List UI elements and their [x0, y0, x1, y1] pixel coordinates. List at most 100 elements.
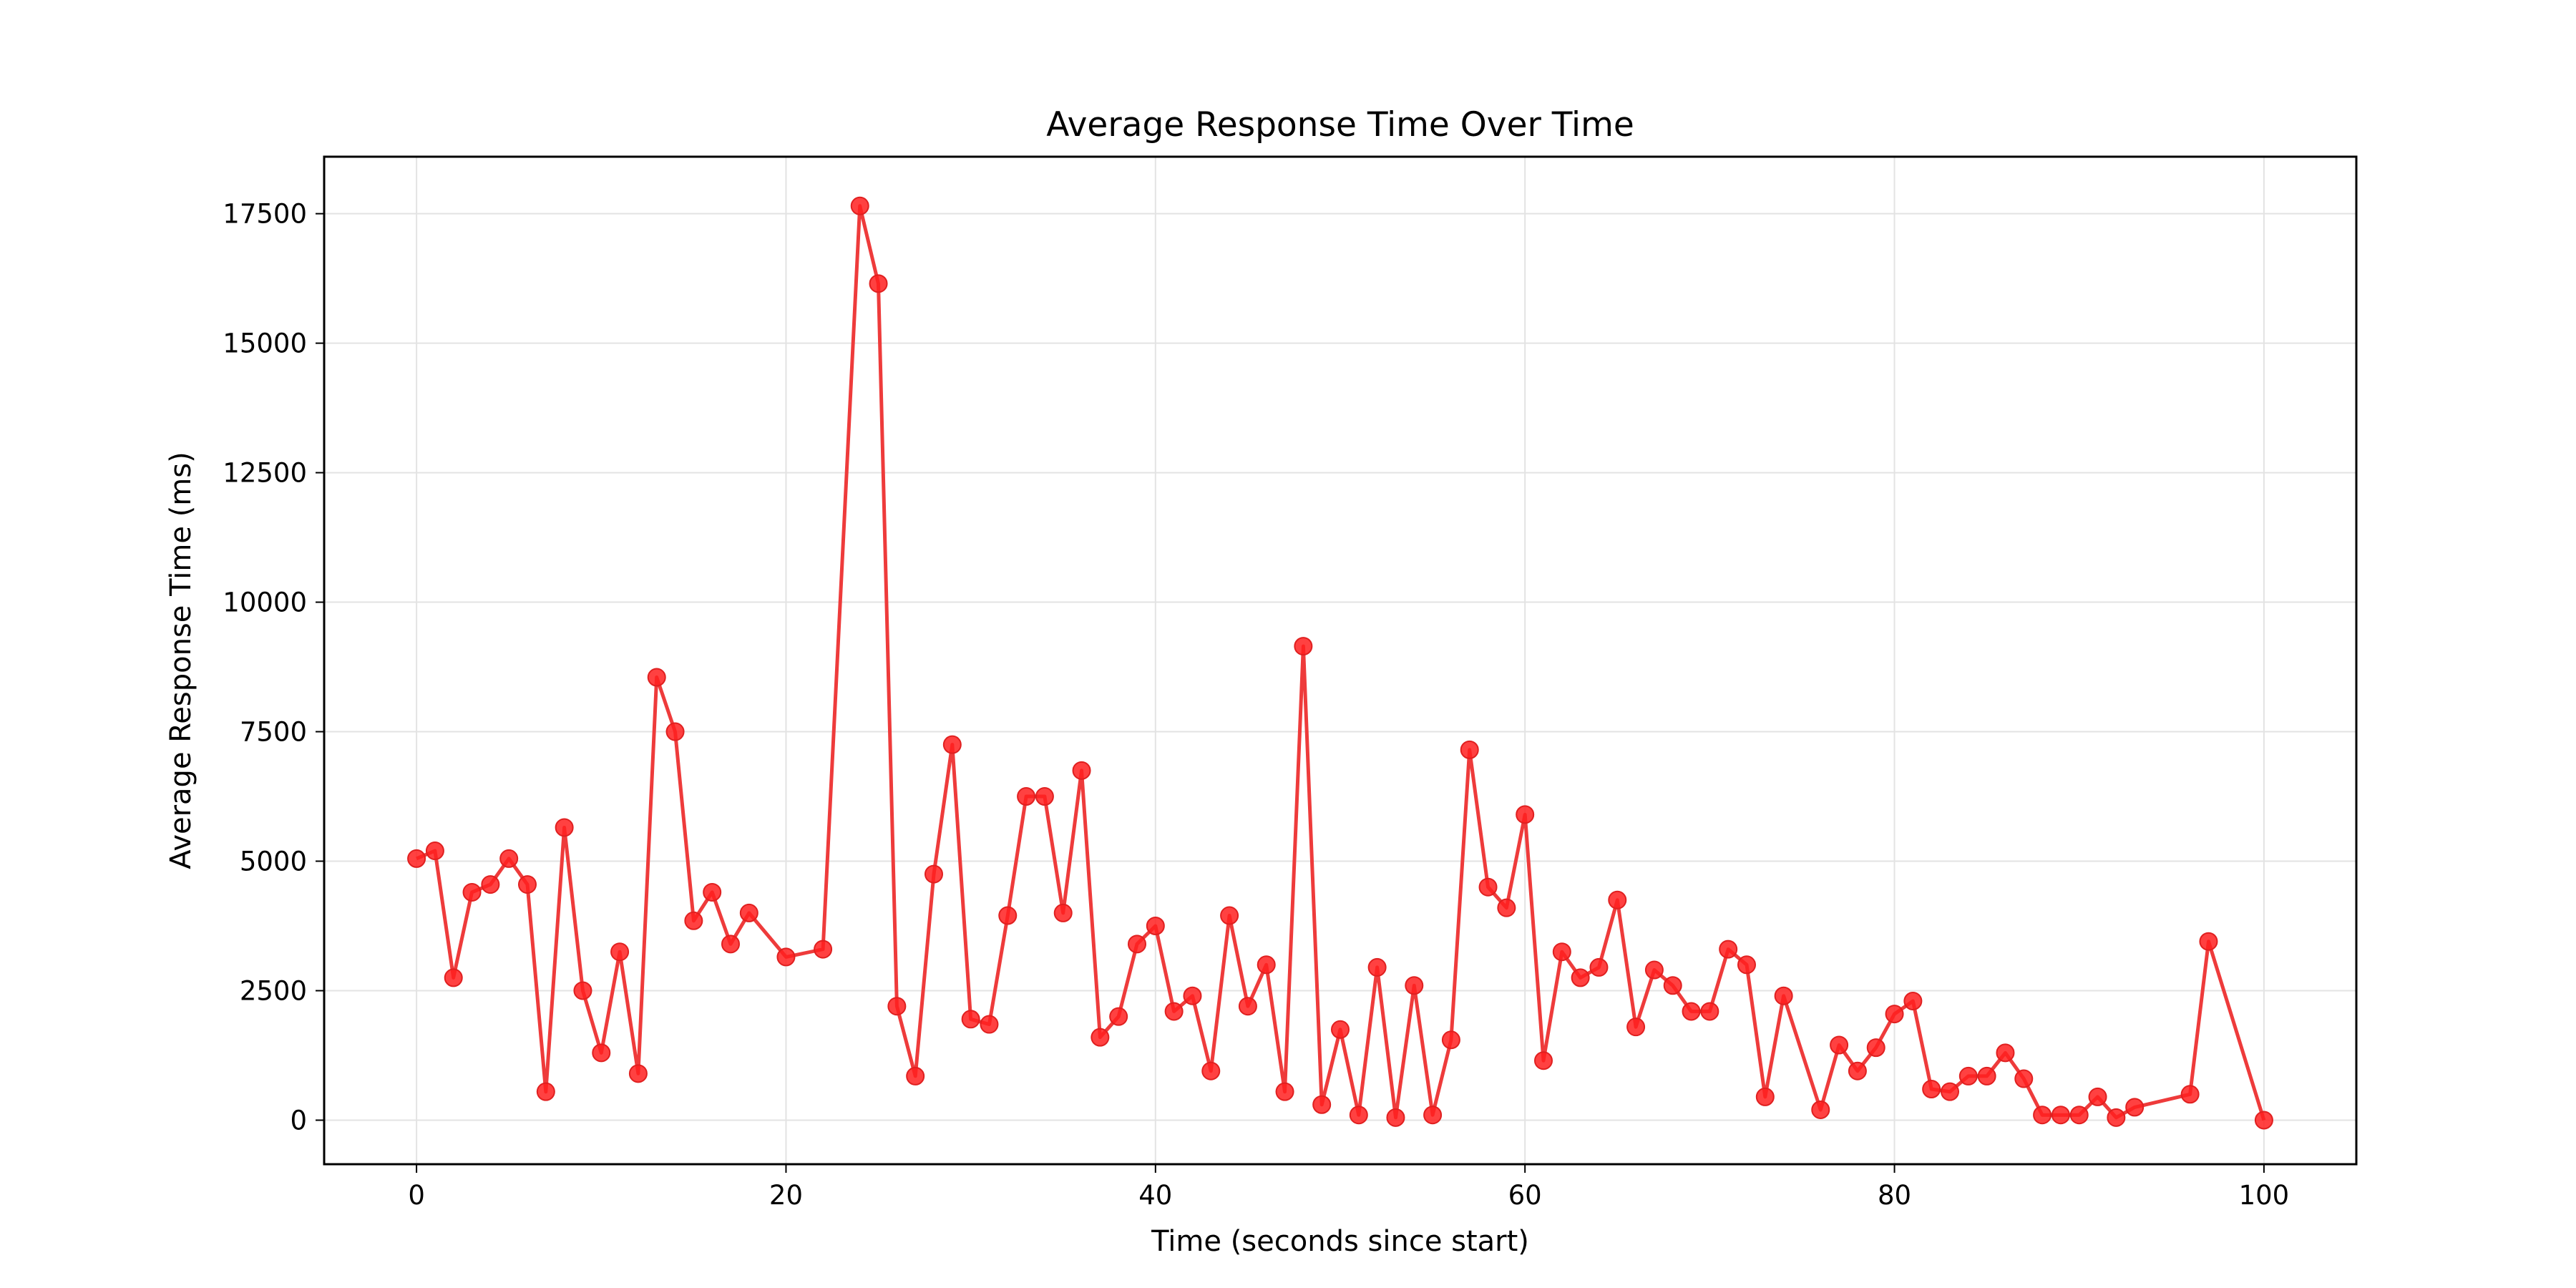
data-point	[1571, 968, 1590, 987]
data-point	[1663, 976, 1682, 995]
data-point	[425, 841, 444, 861]
data-point	[2199, 932, 2218, 951]
data-point	[1109, 1007, 1128, 1026]
data-point	[887, 997, 907, 1016]
data-point	[1644, 960, 1664, 980]
x-tick-label: 60	[1508, 1180, 1542, 1211]
data-point	[924, 864, 943, 884]
data-point	[407, 849, 426, 868]
x-tick-label: 0	[408, 1180, 425, 1211]
data-point	[2107, 1108, 2126, 1127]
data-point	[1941, 1082, 1959, 1101]
data-point	[1885, 1005, 1904, 1024]
x-axis-label: Time (seconds since start)	[1151, 1225, 1529, 1258]
data-point	[1866, 1038, 1885, 1058]
data-point	[2254, 1111, 2273, 1130]
grid	[324, 157, 2356, 1164]
chart-title: Average Response Time Over Time	[1046, 105, 1634, 145]
data-point	[1497, 898, 1516, 917]
x-axis-ticks: 0 20 40 60 80 100	[408, 1164, 2289, 1211]
data-point	[1017, 787, 1036, 806]
y-tick-label: 15000	[223, 328, 307, 359]
data-point	[647, 668, 666, 687]
data-point	[1534, 1051, 1553, 1070]
data-point	[1774, 986, 1793, 1005]
data-point	[1811, 1100, 1830, 1119]
data-point	[684, 911, 703, 930]
data-point	[961, 1010, 980, 1029]
plot-area-frame	[323, 155, 2358, 1166]
data-point	[1386, 1108, 1405, 1127]
data-point	[1608, 890, 1627, 909]
data-point	[1331, 1020, 1350, 1039]
data-point	[1516, 805, 1535, 824]
data-point	[1275, 1082, 1294, 1101]
data-point	[1589, 957, 1609, 977]
data-point	[573, 981, 592, 1000]
data-point	[1201, 1061, 1221, 1080]
data-point	[1700, 1002, 1719, 1021]
data-point	[444, 968, 463, 987]
data-point	[2051, 1106, 2070, 1125]
data-point	[1238, 997, 1257, 1016]
data-point	[1146, 917, 1165, 936]
data-point	[906, 1066, 925, 1085]
x-tick-label: 20	[769, 1180, 803, 1211]
data-point	[665, 722, 685, 741]
data-point	[1053, 903, 1073, 922]
data-point	[1183, 986, 1202, 1005]
data-point	[481, 875, 500, 894]
data-point	[1478, 877, 1498, 897]
data-point	[1755, 1087, 1775, 1106]
data-point	[462, 882, 482, 902]
data-point	[1977, 1066, 1996, 1085]
data-points	[407, 196, 2273, 1130]
data-point	[2033, 1106, 2052, 1125]
data-point	[628, 1064, 648, 1083]
data-point	[980, 1015, 999, 1034]
data-point	[1958, 1066, 1978, 1085]
data-point	[1848, 1061, 1867, 1080]
data-point	[1903, 991, 1923, 1010]
data-point	[703, 882, 722, 902]
data-point	[610, 942, 630, 962]
data-point	[1996, 1043, 2015, 1063]
data-point	[592, 1043, 611, 1063]
data-point	[1164, 1002, 1184, 1021]
data-point	[499, 849, 519, 868]
data-point	[1072, 761, 1091, 780]
data-point	[739, 903, 758, 922]
data-point	[1552, 942, 1571, 962]
data-point	[1626, 1018, 1646, 1037]
y-axis-label: Average Response Time (ms)	[165, 452, 197, 869]
data-point	[1220, 906, 1239, 925]
data-point	[1719, 940, 1738, 959]
data-point	[869, 274, 888, 293]
data-point	[721, 935, 740, 954]
data-point	[998, 906, 1018, 925]
data-point	[942, 735, 962, 754]
data-point	[2014, 1069, 2034, 1088]
data-point	[1922, 1080, 1941, 1099]
y-tick-label: 2500	[240, 975, 307, 1006]
data-point	[1405, 976, 1424, 995]
data-point	[2125, 1098, 2145, 1117]
y-tick-label: 10000	[223, 587, 307, 618]
x-tick-label: 80	[1878, 1180, 1911, 1211]
data-point	[1460, 740, 1479, 759]
data-point	[850, 196, 869, 215]
y-tick-label: 5000	[240, 847, 307, 877]
data-point	[776, 947, 796, 967]
data-point	[1294, 637, 1313, 656]
data-point	[536, 1082, 555, 1101]
data-point	[1830, 1035, 1849, 1055]
y-tick-label: 17500	[223, 199, 307, 230]
y-tick-label: 0	[290, 1105, 307, 1136]
x-tick-label: 40	[1138, 1180, 1172, 1211]
data-point	[1423, 1106, 1443, 1125]
y-tick-label: 7500	[240, 717, 307, 748]
data-point	[1257, 955, 1276, 975]
data-point	[1737, 955, 1756, 975]
